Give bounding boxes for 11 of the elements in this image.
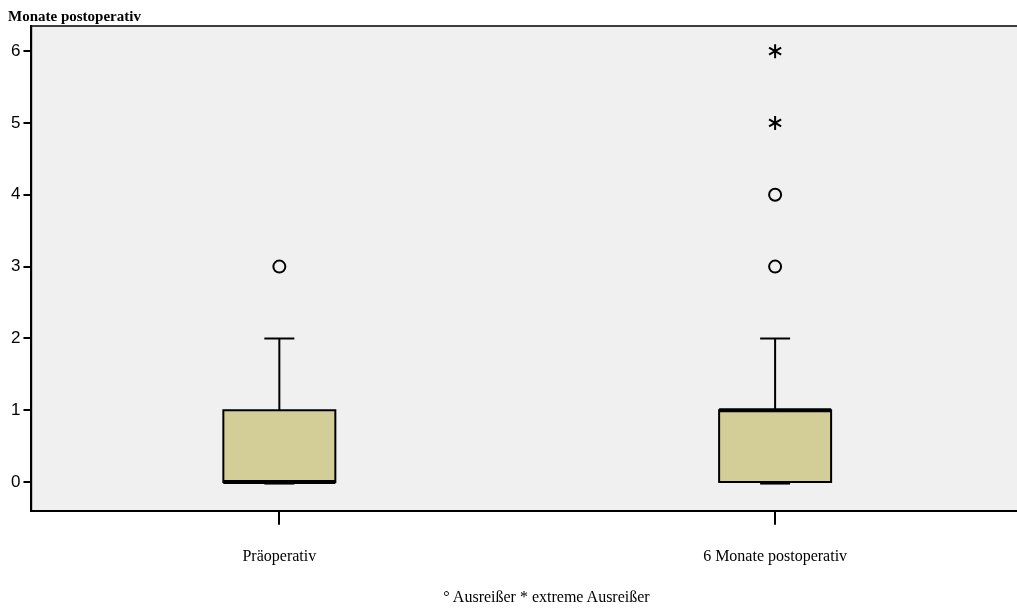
y-tick-label: 5: [10, 112, 21, 132]
x-tick-label: Präoperativ: [242, 546, 317, 565]
y-tick-label: 1: [10, 399, 21, 419]
y-tick-label: 6: [10, 40, 21, 60]
x-tick-label: 6 Monate postoperativ: [703, 546, 848, 565]
text: ° Ausreißer * extreme Ausreißer: [442, 588, 651, 606]
y-tick-label: 2: [10, 328, 21, 348]
chart-title: Monate postoperativ: [8, 7, 142, 24]
y-tick-label: 4: [10, 184, 21, 204]
y-tick-label: 3: [10, 256, 21, 276]
y-tick-label: 0: [10, 471, 21, 491]
